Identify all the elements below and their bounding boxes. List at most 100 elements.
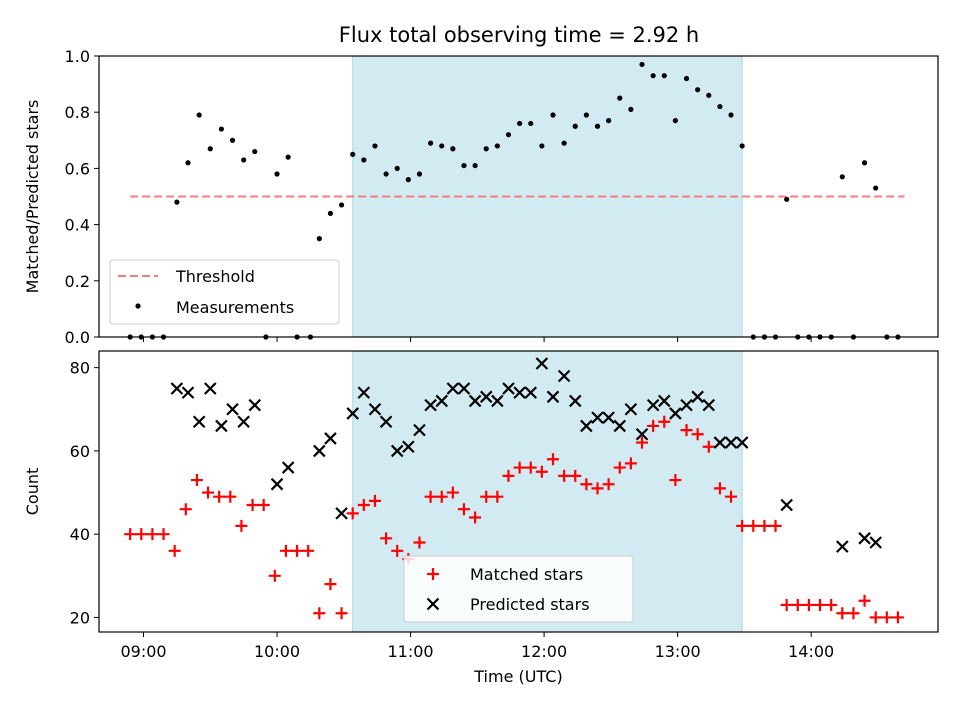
predicted-star-point — [546, 390, 560, 404]
matched-star-point — [146, 528, 159, 541]
matched-star-point — [279, 544, 292, 557]
matched-star-point — [224, 490, 237, 503]
predicted-star-point — [580, 419, 593, 433]
predicted-star-point — [468, 394, 482, 408]
measurement-point — [494, 143, 500, 149]
measurement-point — [539, 143, 545, 149]
matched-star-point — [179, 503, 192, 516]
matched-star-point — [124, 528, 137, 541]
predicted-star-point — [181, 386, 195, 399]
legend-measurements-swatch — [135, 303, 141, 309]
matched-star-point — [257, 499, 270, 512]
matched-star-point — [691, 428, 704, 441]
matched-star-point — [624, 457, 637, 470]
matched-star-point — [135, 528, 148, 541]
measurement-point — [316, 236, 322, 242]
matched-star-point — [480, 490, 493, 503]
predicted-star-point — [215, 419, 228, 433]
predicted-star-point — [780, 498, 793, 512]
axes-frame — [98, 55, 939, 338]
x-tick-label: 12:00 — [521, 642, 567, 661]
matched-star-point — [213, 490, 226, 503]
measurement-point — [483, 146, 489, 152]
measurement-point — [372, 143, 378, 149]
legend-matched-swatch — [427, 568, 439, 580]
predicted-star-point — [270, 477, 284, 491]
measurement-point — [427, 140, 434, 146]
matched-star-point — [380, 532, 393, 545]
predicted-star-point — [435, 394, 448, 408]
y-axis-label: Count — [23, 468, 42, 516]
matched-star-point — [357, 499, 370, 512]
predicted-star-point — [390, 444, 404, 458]
matched-star-point — [858, 594, 871, 607]
predicted-star-point — [192, 415, 206, 429]
matched-star-point — [769, 519, 782, 532]
legend-measurements-label: Measurements — [176, 298, 294, 317]
predicted-star-point — [836, 540, 849, 553]
predicted-star-point — [869, 536, 882, 549]
matched-star-point — [324, 578, 337, 591]
matched-star-point — [491, 490, 504, 503]
legend-threshold-label: Threshold — [175, 267, 255, 286]
measurement-point — [873, 185, 879, 191]
predicted-star-point — [413, 423, 426, 437]
matched-star-point — [725, 490, 738, 503]
measurement-point — [672, 118, 678, 124]
matched-star-point — [591, 482, 604, 495]
predicted-star-point — [724, 436, 738, 449]
predicted-star-point — [248, 398, 262, 412]
predicted-star-point — [203, 382, 217, 395]
predicted-star-point — [281, 461, 295, 474]
matched-star-point — [680, 424, 693, 437]
measurement-point — [241, 157, 247, 163]
predicted-star-point — [479, 390, 493, 404]
matched-star-point — [302, 544, 315, 557]
matched-star-point — [391, 544, 404, 557]
measurement-point — [327, 210, 334, 216]
predicted-star-point — [591, 411, 604, 424]
measurement-point — [394, 165, 400, 171]
measurement-point — [572, 123, 578, 129]
measurement-point — [416, 171, 423, 177]
y-tick-label: 80 — [70, 359, 90, 378]
matched-star-point — [602, 478, 615, 491]
matched-star-point — [435, 490, 448, 503]
measurement-point — [461, 162, 467, 169]
predicted-star-point — [324, 432, 337, 445]
matched-star-point — [535, 465, 548, 478]
y-tick-label: 0.8 — [65, 103, 90, 122]
measurement-point — [695, 87, 701, 93]
matched-star-point — [413, 536, 426, 549]
measurement-point — [338, 202, 345, 208]
matched-star-point — [513, 461, 526, 474]
predicted-star-point — [335, 507, 348, 520]
predicted-star-point — [313, 444, 326, 458]
matched-star-point — [736, 519, 749, 532]
measurement-point — [628, 106, 634, 112]
measurement-point — [472, 162, 478, 169]
measurement-point — [528, 120, 534, 127]
predicted-star-point — [557, 369, 571, 383]
measurement-point — [383, 171, 389, 177]
measurement-point — [784, 196, 790, 202]
predicted-star-point — [657, 394, 671, 408]
matched-star-point — [268, 569, 281, 582]
matched-star-point — [647, 419, 660, 432]
measurement-point — [661, 73, 667, 79]
measurement-point — [252, 148, 258, 155]
predicted-star-point — [402, 440, 415, 454]
matched-star-point — [613, 461, 626, 474]
matched-star-point — [558, 469, 571, 482]
measurement-point — [439, 143, 445, 149]
legend: Matched stars Predicted stars — [403, 555, 634, 623]
measurement-point — [517, 120, 523, 127]
matched-star-point — [291, 544, 304, 557]
matched-star-point — [713, 482, 726, 495]
matched-star-point — [636, 436, 649, 449]
matched-star-point — [346, 507, 359, 520]
matched-star-point — [702, 440, 715, 453]
matched-star-point — [546, 453, 559, 466]
measurement-point — [606, 118, 612, 124]
matched-star-point — [869, 611, 882, 624]
